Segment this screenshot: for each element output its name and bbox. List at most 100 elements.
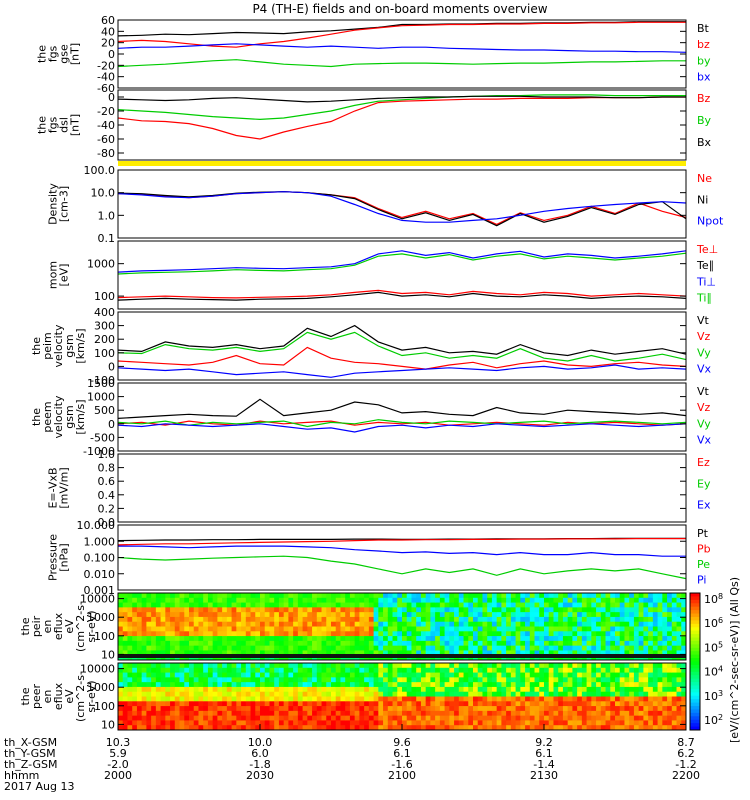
heatmap-cell: [155, 621, 161, 627]
heatmap-cell: [364, 645, 370, 651]
heatmap-cell: [231, 597, 237, 603]
heatmap-cell: [312, 597, 318, 603]
heatmap-cell: [629, 636, 635, 642]
heatmap-cell: [473, 720, 479, 726]
heatmap-cell: [307, 636, 313, 642]
heatmap-cell: [160, 612, 166, 618]
heatmap-cell: [624, 645, 630, 651]
heatmap-cell: [420, 607, 427, 613]
heatmap-cell: [155, 672, 161, 678]
heatmap-cell: [605, 607, 611, 613]
heatmap-cell: [174, 677, 180, 683]
heatmap-cell: [122, 626, 128, 632]
heatmap-cell: [544, 631, 550, 637]
heatmap-cell: [676, 631, 682, 637]
heatmap-cell: [430, 607, 436, 613]
heatmap-cell: [643, 701, 649, 707]
heatmap-cell: [174, 650, 180, 656]
heatmap-cell: [496, 636, 502, 642]
heatmap-cell: [596, 621, 602, 627]
heatmap-cell: [548, 602, 554, 608]
heatmap-cell: [491, 593, 498, 599]
heatmap-cell: [548, 667, 554, 673]
heatmap-cell: [529, 626, 535, 632]
heatmap-cell: [378, 640, 384, 647]
heatmap-cell: [487, 691, 493, 697]
heatmap-cell: [506, 636, 512, 642]
heatmap-cell: [501, 631, 507, 637]
heatmap-cell: [250, 616, 256, 623]
panel-frame: [117, 453, 687, 523]
heatmap-cell: [383, 710, 389, 717]
heatmap-cell: [288, 720, 294, 726]
heatmap-cell: [321, 677, 327, 683]
heatmap-cell: [652, 631, 658, 637]
heatmap-cell: [615, 593, 621, 599]
heatmap-cell: [406, 663, 412, 669]
heatmap-cell: [567, 667, 573, 673]
heatmap-cell: [387, 720, 393, 726]
quality-bar: [118, 161, 686, 166]
heatmap-cell: [553, 706, 559, 712]
heatmap-cell: [278, 607, 285, 613]
heatmap-cell: [581, 720, 587, 726]
heatmap-cell: [132, 616, 138, 623]
heatmap-cell: [477, 696, 483, 702]
heatmap-cell: [226, 663, 232, 669]
heatmap-cell: [170, 607, 176, 613]
heatmap-cell: [553, 686, 559, 693]
heatmap-cell: [174, 616, 180, 623]
heatmap-cell: [491, 686, 498, 693]
heatmap-cell: [274, 593, 280, 599]
heatmap-cell: [643, 650, 649, 656]
heatmap-cell: [198, 725, 204, 731]
heatmap-cell: [411, 626, 417, 632]
heatmap-cell: [236, 710, 242, 717]
heatmap-cell: [416, 602, 422, 608]
heatmap-cell: [231, 616, 237, 623]
heatmap-cell: [577, 602, 583, 608]
heatmap-cell: [260, 602, 266, 608]
heatmap-cell: [297, 602, 303, 608]
heatmap-cell: [312, 631, 318, 637]
heatmap-cell: [562, 645, 569, 651]
heatmap-cell: [383, 602, 389, 608]
heatmap-cell: [250, 621, 256, 627]
heatmap-cell: [411, 677, 417, 683]
heatmap-cell: [510, 682, 516, 688]
heatmap-cell: [676, 612, 682, 618]
heatmap-cell: [397, 715, 403, 721]
heatmap-cell: [274, 682, 280, 688]
heatmap-cell: [662, 616, 668, 623]
heatmap-cell: [326, 640, 332, 647]
heatmap-cell: [482, 725, 488, 731]
heatmap-cell: [435, 686, 441, 693]
heatmap-cell: [155, 686, 161, 693]
heatmap-cell: [454, 720, 460, 726]
heatmap-cell: [383, 715, 389, 721]
heatmap-cell: [359, 602, 365, 608]
heatmap-cell: [482, 701, 488, 707]
heatmap-cell: [662, 677, 668, 683]
heatmap-cell: [567, 621, 573, 627]
heatmap-cell: [667, 626, 673, 632]
heatmap-cell: [581, 706, 587, 712]
heatmap-cell: [122, 701, 128, 707]
heatmap-cell: [544, 691, 550, 697]
heatmap-cell: [638, 640, 644, 647]
heatmap-cell: [591, 691, 597, 697]
heatmap-cell: [406, 677, 412, 683]
heatmap-cell: [165, 725, 171, 731]
heatmap-cell: [510, 597, 516, 603]
heatmap-cell: [302, 607, 308, 613]
heatmap-cell: [548, 691, 554, 697]
heatmap-cell: [359, 677, 365, 683]
heatmap-cell: [293, 710, 299, 717]
heatmap-cell: [397, 593, 403, 599]
y-tick-label: 200: [94, 333, 115, 346]
heatmap-cell: [136, 616, 143, 623]
heatmap-cell: [165, 677, 171, 683]
heatmap-cell: [567, 672, 573, 678]
heatmap-cell: [548, 672, 554, 678]
heatmap-cell: [449, 616, 455, 623]
